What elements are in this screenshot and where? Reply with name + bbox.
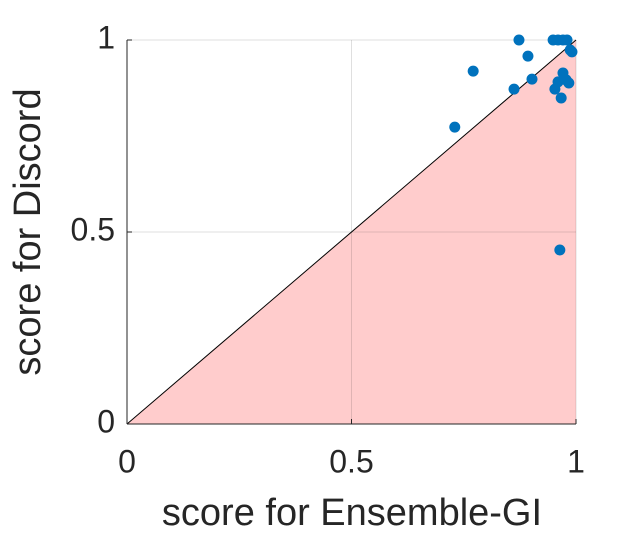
x-axis-label: score for Ensemble-GI xyxy=(162,492,542,534)
point xyxy=(555,92,567,104)
diagonal-line xyxy=(126,39,577,425)
point xyxy=(566,46,578,58)
point xyxy=(467,65,479,77)
x-tick-label: 0 xyxy=(118,443,136,479)
point xyxy=(449,121,461,133)
point xyxy=(508,83,520,95)
y-tick-label: 0 xyxy=(97,403,115,439)
y-tick-label: 0.5 xyxy=(71,211,115,247)
point xyxy=(563,77,575,89)
point xyxy=(561,34,573,46)
x-tick-label: 0.5 xyxy=(329,443,373,479)
y-tick-label: 1 xyxy=(97,19,115,55)
point xyxy=(554,244,566,256)
point xyxy=(522,50,534,62)
point xyxy=(513,34,525,46)
x-tick-label: 1 xyxy=(567,443,585,479)
y-axis-label: score for Discord xyxy=(7,88,49,375)
point xyxy=(526,73,538,85)
